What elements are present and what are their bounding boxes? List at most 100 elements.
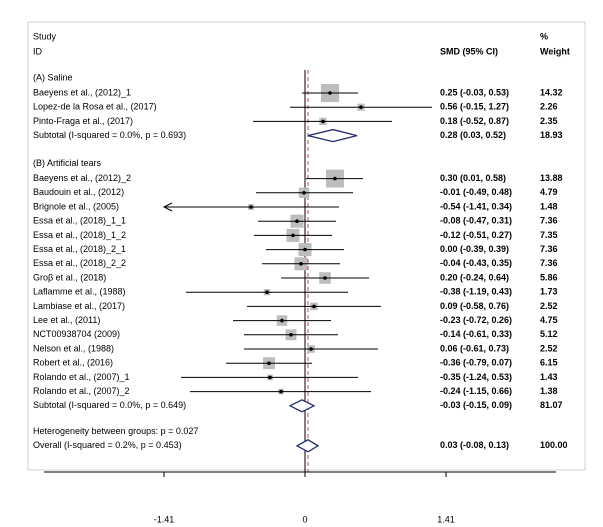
- point: [303, 247, 307, 252]
- group-name: (A) Saline: [33, 72, 73, 82]
- weight-label: 2.52: [540, 301, 558, 311]
- weight-label: 1.48: [540, 201, 558, 211]
- ci-label: -0.35 (-1.24, 0.53): [440, 372, 512, 382]
- weight-label: 2.52: [540, 343, 558, 353]
- weight-label: 14.32: [540, 87, 563, 97]
- point: [265, 290, 269, 295]
- header-weight: Weight: [540, 46, 570, 56]
- study-name: Lee et al., (2011): [33, 315, 100, 325]
- study-name: Lopez-de la Rosa et al., (2017): [33, 102, 157, 112]
- point: [280, 318, 284, 323]
- study-name: Groβ et al., (2018): [33, 272, 106, 282]
- point: [302, 191, 306, 195]
- ci-label: 0.25 (-0.03, 0.53): [440, 87, 509, 97]
- weight-label: 7.36: [540, 244, 558, 254]
- group-name: (B) Artificial tears: [33, 158, 102, 168]
- summary-name: Subtotal (I-squared = 0.0%, p = 0.649): [33, 400, 186, 410]
- x-tick-label: 1.41: [437, 514, 455, 524]
- weight-label: 7.36: [540, 258, 558, 268]
- ci-label: 0.03 (-0.08, 0.13): [440, 440, 509, 450]
- study-name: Baeyens et al., (2012)_1: [33, 87, 131, 97]
- weight-label: 5.12: [540, 329, 558, 339]
- point: [359, 105, 363, 109]
- ci-label: 0.06 (-0.61, 0.73): [440, 343, 509, 353]
- summary-name: Subtotal (I-squared = 0.0%, p = 0.693): [33, 130, 186, 140]
- weight-label: 5.86: [540, 272, 558, 282]
- point: [299, 262, 303, 266]
- study-name: Essa et al., (2018)_2_2: [33, 258, 126, 268]
- ci-label: -0.01 (-0.49, 0.48): [440, 187, 512, 197]
- study-name: Pinto-Fraga et al., (2017): [33, 116, 133, 126]
- header-study: Study: [33, 31, 57, 41]
- ci-label: 0.18 (-0.52, 0.87): [440, 116, 509, 126]
- weight-label: 1.43: [540, 372, 558, 382]
- weight-label: 13.88: [540, 173, 563, 183]
- ci-label: -0.54 (-1.41, 0.34): [440, 201, 512, 211]
- ci-label: -0.14 (-0.61, 0.33): [440, 329, 512, 339]
- study-name: Baeyens et al., (2012)_2: [33, 173, 131, 183]
- study-name: NCT00938704 (2009): [33, 329, 120, 339]
- weight-label: 4.75: [540, 315, 558, 325]
- diamond: [288, 399, 316, 413]
- header-pct: %: [540, 31, 548, 41]
- study-name: Nelson et al., (1988): [33, 343, 114, 353]
- weight-label: 1.73: [540, 287, 558, 297]
- ci-label: 0.00 (-0.39, 0.39): [440, 244, 509, 254]
- study-name: Essa et al., (2018)_1_2: [33, 230, 126, 240]
- point: [312, 304, 316, 309]
- point: [328, 91, 332, 95]
- ci-label: -0.23 (-0.72, 0.26): [440, 315, 512, 325]
- diamond: [295, 439, 320, 453]
- heterogeneity: Heterogeneity between groups: p = 0.027: [33, 426, 198, 436]
- point: [323, 276, 327, 280]
- weight-label: 6.15: [540, 358, 558, 368]
- weight-label: 100.00: [540, 440, 568, 450]
- point: [295, 219, 299, 223]
- weight-label: 2.35: [540, 116, 558, 126]
- study-name: Rolando et al., (2007)_2: [33, 386, 130, 396]
- weight-label: 1.38: [540, 386, 558, 396]
- weight-label: 4.79: [540, 187, 558, 197]
- header-id: ID: [33, 46, 43, 56]
- point: [309, 347, 313, 351]
- ci-arrow: [162, 202, 173, 212]
- ci-label: 0.20 (-0.24, 0.64): [440, 272, 509, 282]
- header-effect: SMD (95% CI): [440, 46, 498, 56]
- study-name: Lambiase et al., (2017): [33, 301, 125, 311]
- point: [321, 119, 325, 124]
- study-name: Baudouin et al., (2012): [33, 187, 124, 197]
- study-name: Robert et al., (2016): [33, 358, 113, 368]
- ci-label: -0.38 (-1.19, 0.43): [440, 287, 512, 297]
- ci-label: -0.12 (-0.51, 0.27): [440, 230, 512, 240]
- weight-label: 18.93: [540, 130, 563, 140]
- ci-label: 0.56 (-0.15, 1.27): [440, 102, 509, 112]
- point: [291, 233, 295, 238]
- ci-label: 0.28 (0.03, 0.52): [440, 130, 506, 140]
- study-name: Essa et al., (2018)_1_1: [33, 216, 126, 226]
- ci-label: -0.36 (-0.79, 0.07): [440, 358, 512, 368]
- point: [333, 176, 337, 181]
- summary-name: Overall (I-squared = 0.2%, p = 0.453): [33, 440, 182, 450]
- study-name: Brignole et al., (2005): [33, 201, 119, 211]
- ci-label: 0.09 (-0.58, 0.76): [440, 301, 509, 311]
- point: [279, 389, 283, 394]
- weight-label: 7.35: [540, 230, 558, 240]
- ci-label: -0.08 (-0.47, 0.31): [440, 216, 512, 226]
- weight-label: 2.26: [540, 102, 558, 112]
- study-name: Essa et al., (2018)_2_1: [33, 244, 126, 254]
- point: [267, 361, 271, 366]
- weight-label: 7.36: [540, 216, 558, 226]
- ci-label: 0.30 (0.01, 0.58): [440, 173, 506, 183]
- point: [268, 375, 272, 380]
- ci-label: -0.24 (-1.15, 0.66): [440, 386, 512, 396]
- weight-label: 81.07: [540, 400, 563, 410]
- ci-label: -0.04 (-0.43, 0.35): [440, 258, 512, 268]
- point: [249, 205, 253, 209]
- study-name: Rolando et al., (2007)_1: [33, 372, 130, 382]
- study-name: Laflamme et al., (1988): [33, 287, 126, 297]
- x-tick-label: -1.41: [154, 514, 175, 524]
- point: [289, 333, 293, 337]
- ci-label: -0.03 (-0.15, 0.09): [440, 400, 512, 410]
- x-tick-label: 0: [302, 514, 307, 524]
